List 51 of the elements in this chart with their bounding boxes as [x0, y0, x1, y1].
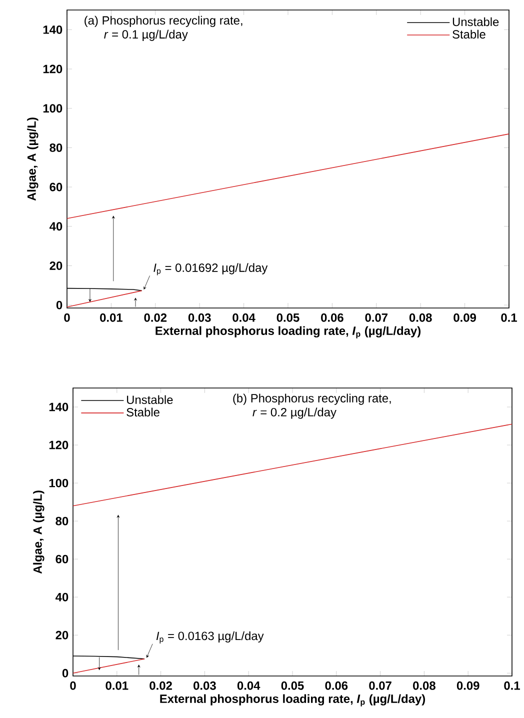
x-tick-label: 0.01	[100, 313, 122, 322]
chart-title: (a) Phosphorus recycling rate,	[84, 16, 242, 28]
legend-label: Stable	[126, 408, 160, 416]
x-tick-label: 0.04	[237, 681, 260, 690]
text: r = 0.2 µg/L/day	[252, 408, 336, 419]
legend-label: Unstable	[452, 17, 499, 26]
x-tick-label: 0.05	[281, 681, 304, 690]
y-tick-label: 120	[43, 64, 62, 74]
legend-label: Stable	[452, 30, 486, 39]
x-tick-label: 0.1	[504, 681, 520, 690]
x-tick-label: 0.09	[453, 313, 476, 322]
y-tick-label: 140	[49, 402, 68, 412]
x-tick-label: 0	[70, 681, 76, 690]
x-axis-title: External phosphorus loading rate, I$_{p}$ (µg/L/day)	[156, 326, 420, 338]
y-tick-label: 20	[56, 630, 68, 640]
y-tick-label: 60	[56, 554, 68, 564]
y-axis-title: Algae, A (µg/L)	[26, 118, 38, 201]
y-tick-label: 0	[56, 300, 62, 310]
y-axis-title: Algae, A (µg/L)	[32, 490, 44, 574]
y-tick-label: 100	[49, 478, 68, 488]
annotation: I$_{p}$ = 0.0163 µg/L/day	[156, 631, 264, 644]
y-tick-label: 80	[50, 143, 62, 152]
y-tick-label: 100	[43, 104, 62, 113]
x-tick-label: 0.05	[276, 313, 300, 322]
y-tick-label: 40	[55, 592, 68, 602]
x-axis-title: External phosphorus loading rate, I$_{p}$ (µg/L/day)	[160, 694, 425, 706]
x-tick-label: 0.03	[188, 313, 211, 322]
x-tick-label: 0.09	[456, 681, 480, 690]
x-tick-label: 0.08	[412, 681, 436, 690]
x-tick-label: 0.02	[144, 313, 166, 322]
x-tick-label: 0.03	[193, 681, 216, 690]
x-tick-label: 0.07	[368, 681, 392, 690]
y-tick-label: 60	[50, 182, 62, 192]
x-tick-label: 0.1	[501, 313, 517, 322]
x-tick-label: 0.07	[365, 313, 388, 322]
x-tick-label: 0.04	[232, 313, 256, 322]
y-tick-label: 40	[49, 222, 62, 231]
annotation: I$_{p}$ = 0.01692 µg/L/day	[154, 263, 268, 276]
chart-title: (b) Phosphorus recycling rate,	[233, 394, 391, 405]
x-tick-label: 0.06	[320, 313, 344, 322]
x-tick-label: 0.06	[325, 681, 348, 690]
y-tick-label: 20	[50, 261, 62, 270]
x-tick-label: 0.08	[409, 313, 432, 322]
legend-label: Unstable	[126, 395, 173, 404]
text: r = 0.1 µg/L/day	[104, 30, 188, 41]
y-tick-label: 80	[56, 516, 68, 526]
x-tick-label: 0.02	[149, 681, 172, 690]
y-tick-label: 0	[62, 668, 68, 678]
y-tick-label: 120	[49, 440, 68, 450]
y-tick-label: 140	[43, 25, 62, 34]
x-tick-label: 0.01	[106, 681, 128, 690]
